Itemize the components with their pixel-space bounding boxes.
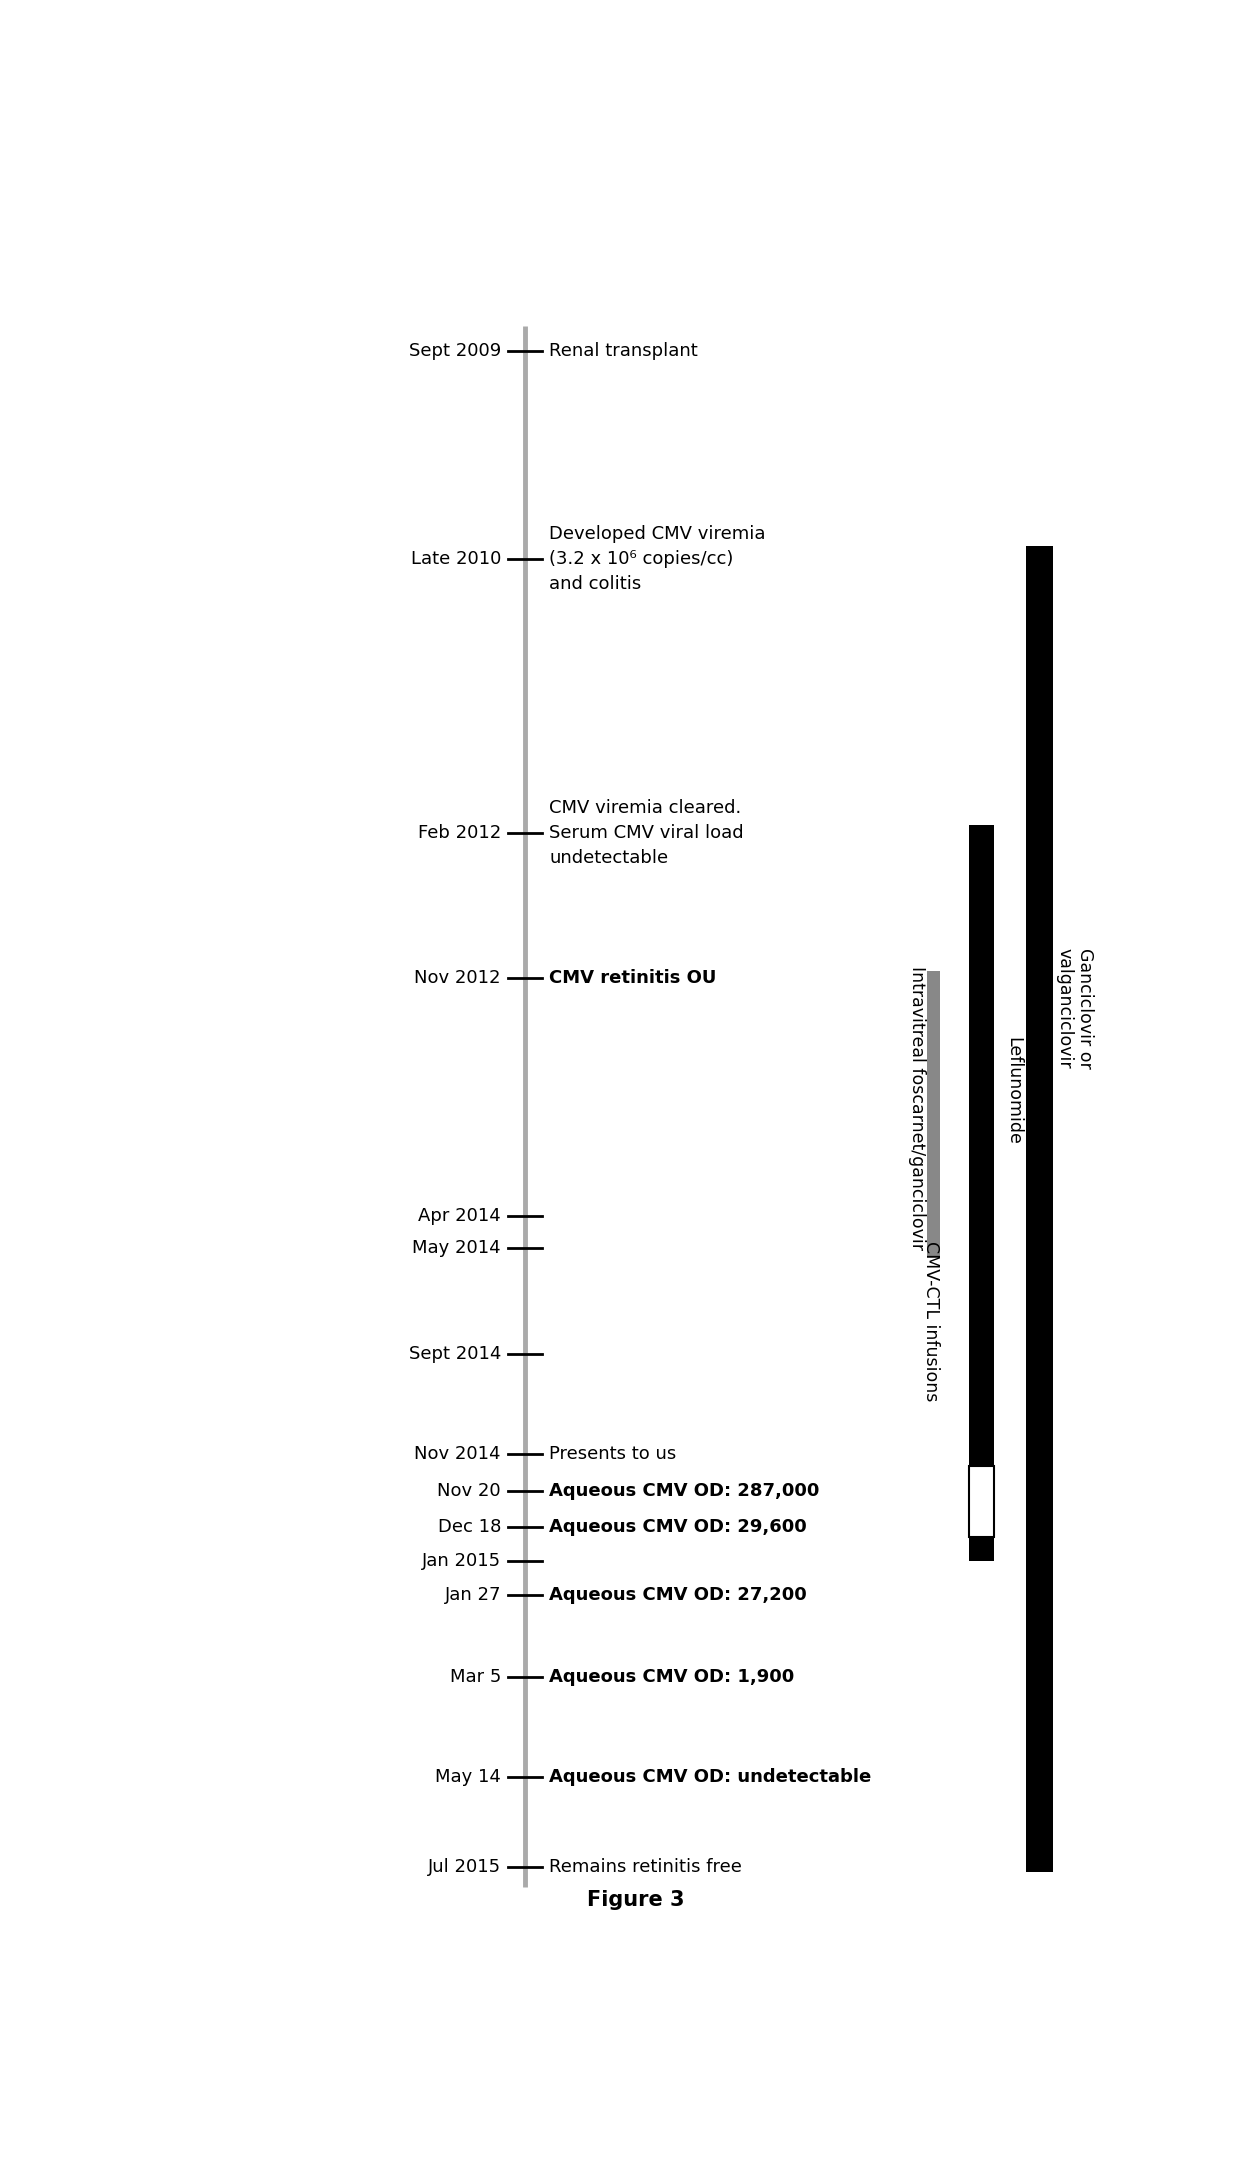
Text: Aqueous CMV OD: undetectable: Aqueous CMV OD: undetectable xyxy=(549,1768,872,1785)
Text: Ganciclovir or
valganciclovir: Ganciclovir or valganciclovir xyxy=(1055,949,1094,1068)
Text: Intravitreal foscarnet/ganciclovir: Intravitreal foscarnet/ganciclovir xyxy=(908,966,926,1249)
Text: Mar 5: Mar 5 xyxy=(450,1668,501,1686)
Text: Aqueous CMV OD: 29,600: Aqueous CMV OD: 29,600 xyxy=(549,1519,807,1536)
Text: Nov 2014: Nov 2014 xyxy=(414,1446,501,1463)
Text: Aqueous CMV OD: 287,000: Aqueous CMV OD: 287,000 xyxy=(549,1482,820,1500)
Text: Remains retinitis free: Remains retinitis free xyxy=(549,1858,742,1876)
Text: Figure 3: Figure 3 xyxy=(587,1891,684,1910)
Text: May 2014: May 2014 xyxy=(413,1238,501,1258)
Bar xyxy=(926,972,940,1258)
Text: Leflunomide: Leflunomide xyxy=(1004,1037,1022,1145)
Text: Jan 27: Jan 27 xyxy=(444,1586,501,1603)
Text: Aqueous CMV OD: 1,900: Aqueous CMV OD: 1,900 xyxy=(549,1668,795,1686)
Text: Renal transplant: Renal transplant xyxy=(549,341,698,361)
Text: CMV retinitis OU: CMV retinitis OU xyxy=(549,968,717,988)
Bar xyxy=(968,826,994,1357)
Bar xyxy=(968,1210,994,1258)
Text: Dec 18: Dec 18 xyxy=(438,1519,501,1536)
Bar xyxy=(968,1348,994,1560)
Text: Nov 20: Nov 20 xyxy=(438,1482,501,1500)
Text: Developed CMV viremia
(3.2 x 10⁶ copies/cc)
and colitis: Developed CMV viremia (3.2 x 10⁶ copies/… xyxy=(549,525,765,592)
Text: Presents to us: Presents to us xyxy=(549,1446,676,1463)
Text: CMV-CTL infusions: CMV-CTL infusions xyxy=(923,1240,940,1400)
Bar xyxy=(968,1465,994,1536)
Text: Jan 2015: Jan 2015 xyxy=(422,1552,501,1569)
Text: Nov 2012: Nov 2012 xyxy=(414,968,501,988)
Text: Late 2010: Late 2010 xyxy=(410,549,501,568)
Text: Feb 2012: Feb 2012 xyxy=(418,823,501,843)
Text: Jul 2015: Jul 2015 xyxy=(428,1858,501,1876)
Bar xyxy=(1025,545,1053,1871)
Text: May 14: May 14 xyxy=(435,1768,501,1785)
Text: Sept 2009: Sept 2009 xyxy=(409,341,501,361)
Text: Aqueous CMV OD: 27,200: Aqueous CMV OD: 27,200 xyxy=(549,1586,807,1603)
Text: Apr 2014: Apr 2014 xyxy=(418,1208,501,1225)
Text: Sept 2014: Sept 2014 xyxy=(409,1344,501,1364)
Text: CMV viremia cleared.
Serum CMV viral load
undetectable: CMV viremia cleared. Serum CMV viral loa… xyxy=(549,800,744,867)
